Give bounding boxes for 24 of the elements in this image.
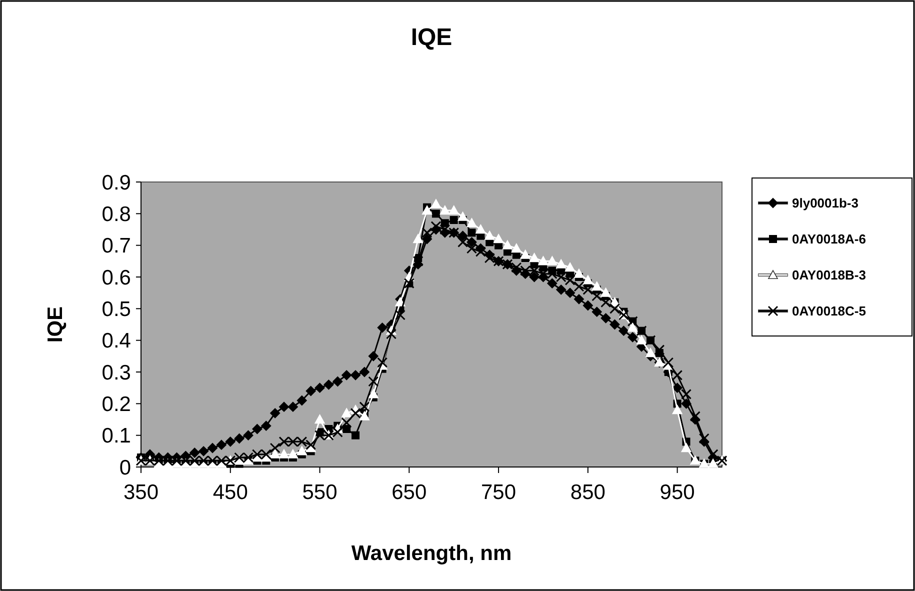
y-tick-label: 0	[119, 456, 131, 480]
y-tick-label: 0.6	[102, 266, 131, 290]
y-tick-label: 0.2	[102, 393, 131, 416]
x-tick-label: 950	[660, 481, 695, 504]
x-tick-label: 750	[481, 481, 516, 504]
x-tick-label: 850	[570, 481, 606, 504]
x-tick-label: 450	[212, 481, 248, 504]
x-tick-label: 650	[392, 481, 427, 504]
y-tick-label: 0.8	[102, 203, 131, 226]
legend-label: 9ly0001b-3	[792, 196, 858, 211]
legend-label: 0AY0018B-3	[792, 268, 866, 283]
legend-label: 0AY0018A-6	[792, 232, 866, 247]
chart-title: IQE	[410, 24, 452, 51]
x-axis-title: Wavelength, nm	[351, 542, 512, 565]
y-axis-title: IQE	[44, 306, 67, 343]
y-tick-label: 0.5	[102, 298, 131, 322]
y-tick-label: 0.3	[102, 361, 131, 384]
y-tick-label: 0.4	[102, 330, 132, 353]
x-tick-label: 550	[302, 481, 338, 504]
x-tick-label: 350	[123, 481, 159, 504]
legend-label: 0AY0018C-5	[792, 304, 866, 319]
y-tick-label: 0.7	[102, 234, 131, 258]
y-tick-label: 0.9	[102, 171, 131, 194]
y-tick-label: 0.1	[102, 424, 131, 448]
